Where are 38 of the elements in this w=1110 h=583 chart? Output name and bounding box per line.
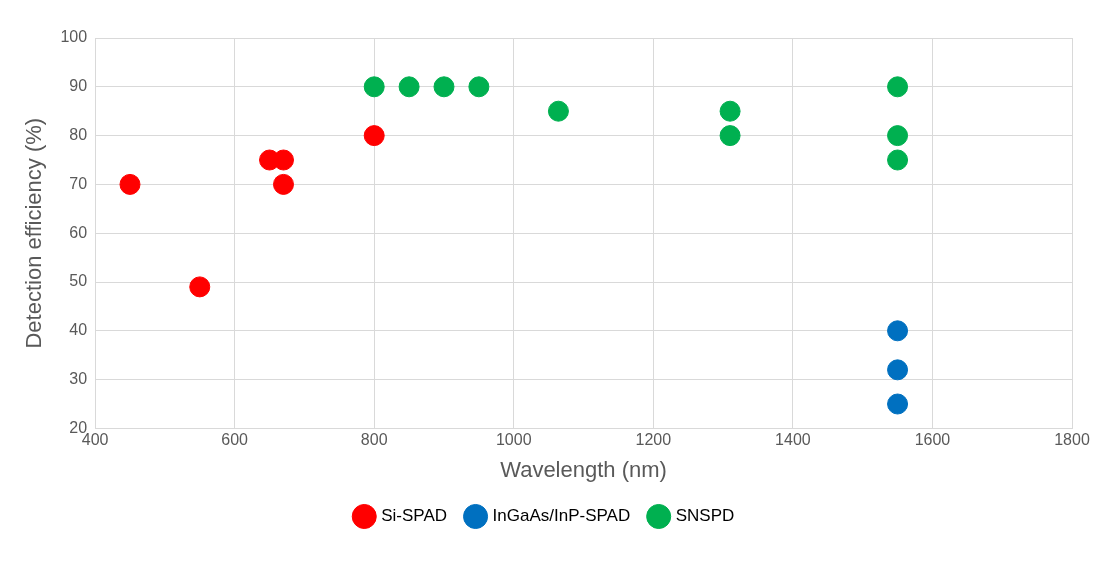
y-tick-label: 80: [69, 126, 88, 144]
point: [719, 100, 741, 122]
point: [433, 76, 455, 98]
point: [189, 276, 211, 298]
point: [468, 76, 490, 98]
point: [887, 320, 909, 342]
y-tick-label: 90: [69, 77, 88, 95]
x-tick-label: 800: [360, 431, 388, 449]
y-tick-label: 30: [69, 370, 88, 388]
point: [887, 125, 909, 147]
point: [363, 76, 385, 98]
point: [887, 76, 909, 98]
y-tick-label: 50: [69, 272, 88, 290]
legend-label: InGaAs/InP-SPAD: [492, 506, 631, 526]
x-axis-title: Wavelength (nm): [500, 456, 667, 482]
point: [363, 125, 385, 147]
y-tick-label: 60: [69, 223, 88, 241]
point: [719, 125, 741, 147]
point: [887, 393, 909, 415]
point: [119, 173, 141, 195]
x-tick-label: 1600: [914, 431, 951, 449]
point: [398, 76, 420, 98]
y-axis-title: Detection efficiency (%): [21, 117, 47, 349]
legend-label: Si-SPAD: [381, 506, 448, 526]
x-tick-label: 1000: [495, 431, 532, 449]
point: [547, 100, 569, 122]
x-tick-label: 1200: [635, 431, 672, 449]
y-tick-label: 100: [60, 28, 88, 46]
point: [273, 173, 294, 195]
point: [887, 359, 909, 381]
point: [887, 149, 909, 171]
legend-label: SNSPD: [675, 506, 735, 526]
x-tick-label: 600: [221, 431, 249, 449]
x-tick-label: 1400: [775, 431, 811, 449]
point: [273, 149, 294, 171]
y-tick-label: 70: [69, 174, 88, 192]
x-tick-label: 1800: [1054, 431, 1090, 449]
y-tick-label: 40: [69, 321, 88, 339]
